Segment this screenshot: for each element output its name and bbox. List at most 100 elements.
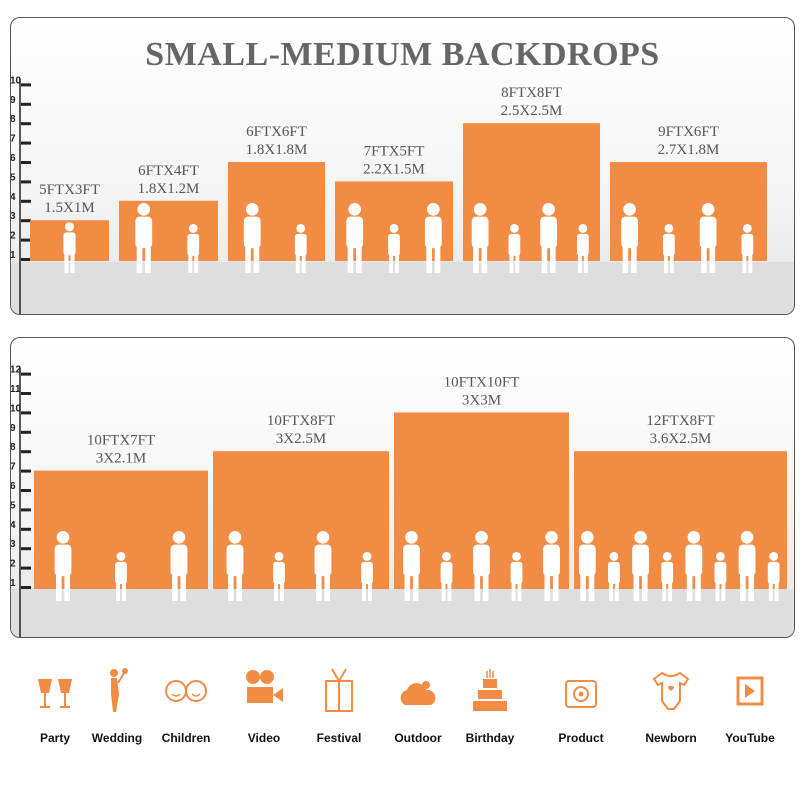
y-tick-label: 11 (11, 384, 21, 395)
size-m-label: 1.5X1M (44, 200, 94, 216)
use-newborn: Newborn (631, 665, 711, 745)
y-tick (21, 161, 31, 164)
person-silhouette (543, 531, 560, 601)
person-silhouette (621, 203, 639, 273)
y-tick-label: 3 (11, 539, 16, 550)
y-tick-label: 8 (11, 442, 16, 453)
person-silhouette (767, 552, 780, 601)
person-silhouette (243, 203, 261, 273)
wedding-couple-icon (110, 668, 128, 712)
size-m-label: 2.7X1.8M (658, 142, 720, 158)
size-ft-label: 5FTX3FT (39, 182, 100, 198)
person-silhouette (699, 203, 717, 273)
use-birthday: Birthday (450, 665, 530, 745)
y-tick-label: 12 (11, 365, 22, 376)
y-tick-label: 2 (11, 559, 16, 570)
person-silhouette (741, 224, 754, 273)
camera-icon (565, 680, 597, 708)
person-silhouette (54, 531, 72, 601)
y-tick-label: 1 (11, 578, 16, 589)
y-tick (21, 469, 31, 473)
y-tick-label: 6 (11, 153, 16, 164)
y-tick (21, 450, 31, 454)
size-m-label: 1.8X1.2M (138, 181, 200, 197)
y-tick-label: 7 (11, 462, 16, 473)
y-tick (21, 411, 31, 415)
size-chart-small: 1 2 3 4 5 6 7 8 9 10 5FTX3FT 1.5X1M 6FTX4FT 1.8X1.2M 6… (11, 75, 767, 314)
person-silhouette (424, 203, 442, 273)
person-silhouette (403, 531, 420, 601)
baby-onesie-icon (652, 671, 690, 710)
use-video: Video (224, 665, 304, 745)
y-tick (21, 566, 31, 570)
person-silhouette (63, 222, 76, 273)
y-tick (21, 102, 31, 106)
size-ft-label: 12FTX8FT (646, 413, 714, 429)
y-tick-label: 2 (11, 231, 16, 242)
medium-backdrops-panel: 12345678910111210FTX7FT3X2.1M10FTX8FT3X2… (10, 337, 795, 638)
use-party: Party (15, 665, 95, 745)
size-ft-label: 10FTX8FT (267, 413, 335, 429)
size-m-label: 3X2.5M (276, 431, 326, 447)
person-silhouette (510, 552, 523, 601)
y-tick (21, 508, 31, 512)
cloud-icon (400, 681, 436, 705)
y-tick-label: 9 (11, 423, 16, 434)
y-tick (21, 392, 31, 395)
y-tick (21, 83, 31, 87)
play-button-icon (736, 676, 764, 706)
person-silhouette (632, 531, 649, 601)
size-ft-label: 10FTX7FT (87, 433, 155, 449)
person-silhouette (508, 224, 521, 273)
y-tick-label: 5 (11, 172, 16, 183)
person-silhouette (135, 203, 153, 273)
y-tick-label: 6 (11, 481, 16, 492)
y-tick-label: 8 (11, 114, 16, 125)
person-silhouette (540, 203, 558, 273)
person-silhouette (388, 224, 400, 273)
y-tick-label: 4 (11, 520, 16, 531)
person-silhouette (662, 224, 675, 273)
use-youtube: YouTube (710, 665, 790, 745)
y-tick (21, 238, 31, 242)
y-tick (21, 547, 31, 551)
backdrop-bar (119, 200, 218, 261)
use-outdoor: Outdoor (378, 665, 458, 745)
y-tick (21, 527, 31, 531)
size-ft-label: 6FTX6FT (246, 124, 307, 140)
person-silhouette (738, 531, 756, 601)
size-chart-medium: 12345678910111210FTX7FT3X2.1M10FTX8FT3X2… (11, 365, 787, 637)
y-tick (21, 430, 31, 434)
person-silhouette (685, 531, 703, 601)
backdrop-bar (228, 162, 325, 261)
size-m-label: 2.2X1.5M (363, 161, 425, 177)
y-tick (21, 258, 31, 261)
person-silhouette (346, 203, 364, 273)
size-m-label: 1.8X1.8M (246, 142, 308, 158)
y-tick-label: 10 (11, 75, 22, 86)
y-tick-label: 7 (11, 134, 16, 145)
size-m-label: 3X3M (462, 392, 501, 408)
wine-glasses-icon (38, 679, 72, 708)
y-tick (21, 372, 31, 376)
person-silhouette (440, 552, 453, 601)
person-silhouette (294, 224, 307, 273)
y-tick-label: 4 (11, 192, 16, 203)
y-tick (21, 219, 31, 223)
y-tick-label: 5 (11, 500, 16, 511)
person-silhouette (314, 531, 332, 601)
size-ft-label: 8FTX8FT (501, 85, 562, 101)
person-silhouette (187, 224, 200, 273)
y-tick (21, 489, 31, 492)
person-silhouette (471, 203, 489, 273)
y-tick-label: 9 (11, 95, 16, 106)
y-tick (21, 141, 31, 145)
y-tick-label: 1 (11, 250, 16, 261)
size-ft-label: 10FTX10FT (444, 374, 520, 390)
y-tick-label: 10 (11, 403, 22, 414)
person-silhouette (226, 531, 244, 601)
person-silhouette (473, 531, 490, 601)
person-silhouette (714, 552, 727, 601)
size-m-label: 3.6X2.5M (650, 431, 712, 447)
size-ft-label: 6FTX4FT (138, 163, 199, 179)
